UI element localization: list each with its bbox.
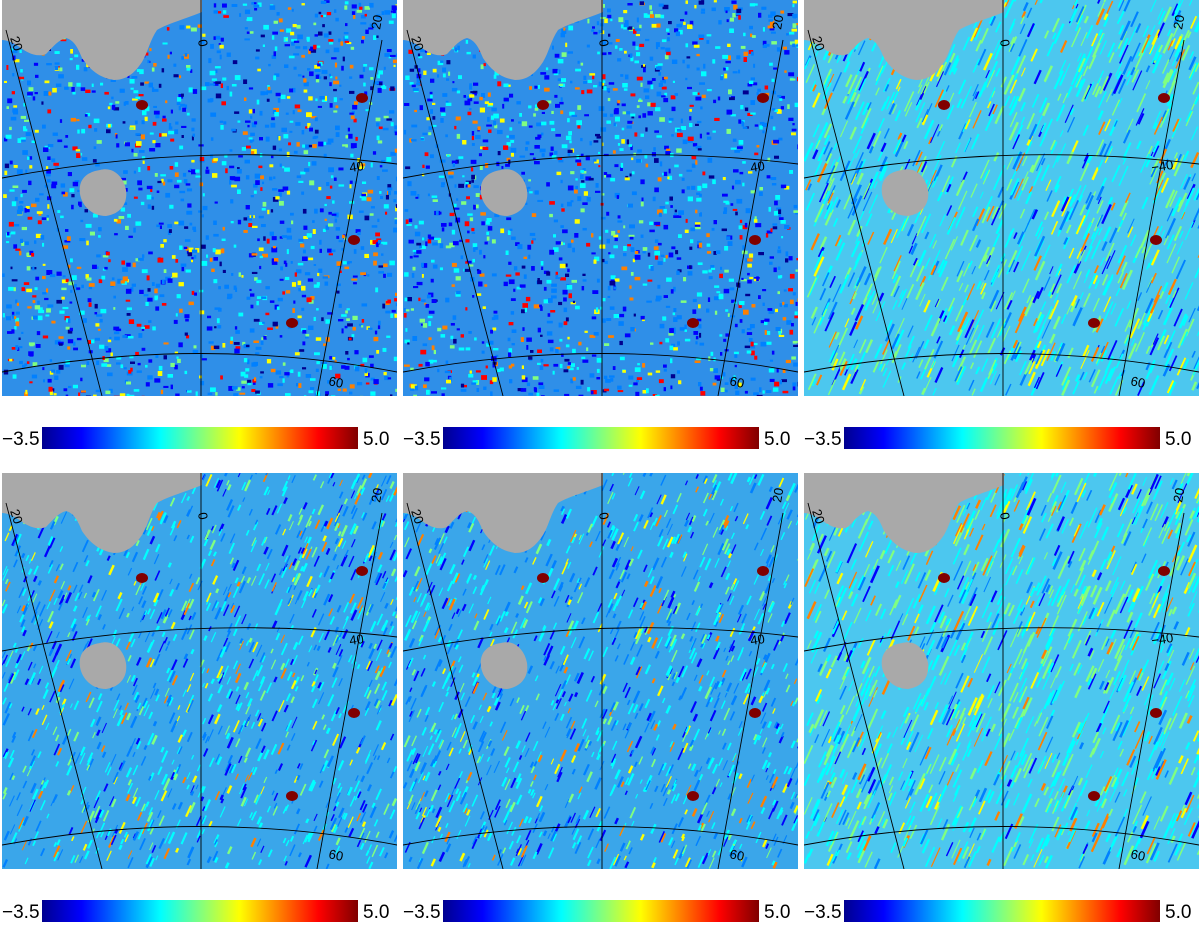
colorbar-5: −3.5 5.0 xyxy=(403,900,798,926)
colorbar-gradient xyxy=(844,900,1160,922)
colorbar-6: −3.5 5.0 xyxy=(804,900,1199,926)
colorbar-min-label: −3.5 xyxy=(2,429,40,451)
colorbar-max-label: 5.0 xyxy=(764,902,790,924)
longitude-label-right: 20 xyxy=(368,14,385,31)
colorbar-max-label: 5.0 xyxy=(1165,902,1191,924)
colorbar-max-label: 5.0 xyxy=(1165,429,1191,451)
latitude-label-40: −40 xyxy=(1150,630,1174,648)
colorbar-2: −3.5 5.0 xyxy=(403,427,798,453)
latitude-label-40: 40 xyxy=(348,158,364,175)
latitude-label-40: 40 xyxy=(348,631,364,648)
longitude-label-right: 20 xyxy=(1170,487,1187,504)
colorbar-gradient xyxy=(844,427,1160,449)
colorbar-3: −3.5 5.0 xyxy=(804,427,1199,453)
colorbar-min-label: −3.5 xyxy=(2,902,40,924)
longitude-label-right: 20 xyxy=(368,487,385,504)
latitude-label-60: 60 xyxy=(728,846,745,864)
colorbar-gradient xyxy=(443,427,759,449)
latitude-label-60: 60 xyxy=(1129,846,1146,864)
colorbar-min-label: −3.5 xyxy=(403,902,441,924)
longitude-label-right: 20 xyxy=(769,487,786,504)
colorbar-max-label: 5.0 xyxy=(363,429,389,451)
latitude-label-60: 60 xyxy=(728,373,745,391)
colorbar-min-label: −3.5 xyxy=(403,429,441,451)
colorbar-1: −3.5 5.0 xyxy=(2,427,397,453)
latitude-label-40: −40 xyxy=(1150,157,1174,175)
longitude-label-right: 20 xyxy=(1170,14,1187,31)
colorbar-min-label: −3.5 xyxy=(804,429,842,451)
latitude-label-60: 60 xyxy=(327,846,344,864)
colorbar-4: −3.5 5.0 xyxy=(2,900,397,926)
colorbar-gradient xyxy=(42,427,358,449)
longitude-label-right: 20 xyxy=(769,14,786,31)
latitude-label-60: 60 xyxy=(327,373,344,391)
colorbar-gradient xyxy=(443,900,759,922)
colorbar-min-label: −3.5 xyxy=(804,902,842,924)
colorbar-max-label: 5.0 xyxy=(764,429,790,451)
colorbar-gradient xyxy=(42,900,358,922)
map-background xyxy=(2,473,397,869)
colorbar-max-label: 5.0 xyxy=(363,902,389,924)
latitude-label-40: 40 xyxy=(749,158,765,175)
latitude-label-60: 60 xyxy=(1129,373,1146,391)
latitude-label-40: 40 xyxy=(749,631,765,648)
